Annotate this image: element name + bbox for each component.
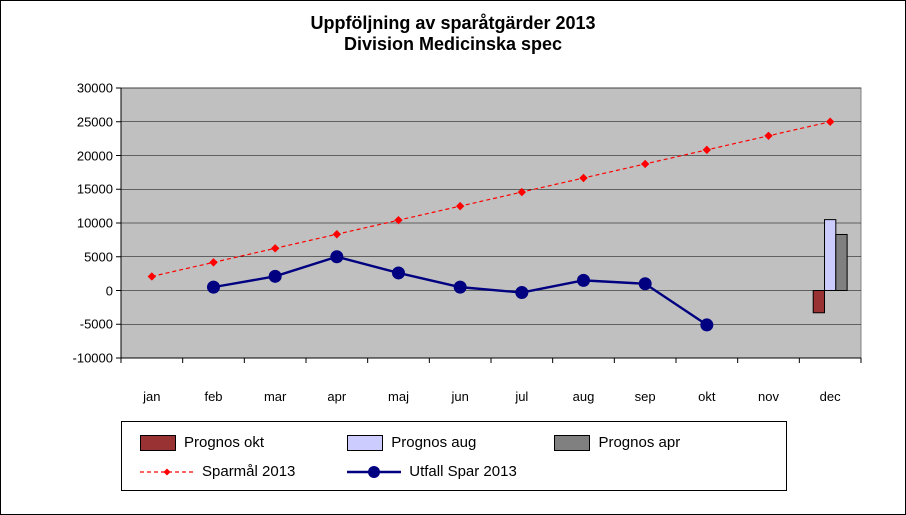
- legend-label: Prognos okt: [184, 434, 264, 451]
- x-tick-label: mar: [255, 389, 295, 404]
- x-tick-label: dec: [810, 389, 850, 404]
- chart-title-line1: Uppföljning av sparåtgärder 2013: [1, 13, 905, 34]
- marker-utfall: [639, 278, 651, 290]
- legend-swatch-icon: [347, 465, 401, 479]
- legend-swatch-icon: [140, 435, 176, 451]
- chart-container: Uppföljning av sparåtgärder 2013 Divisio…: [0, 0, 906, 515]
- legend: Prognos okt Prognos aug Prognos apr Sparmål…: [121, 421, 787, 491]
- legend-swatch-icon: [347, 435, 383, 451]
- x-tick-label: feb: [194, 389, 234, 404]
- legend-label: Utfall Spar 2013: [409, 463, 517, 480]
- y-tick-label: 0: [43, 283, 113, 298]
- plot-area-wrapper: -10000-500005000100001500020000250003000…: [51, 83, 871, 383]
- x-tick-label: jan: [132, 389, 172, 404]
- bar-prognos_aug: [825, 220, 836, 291]
- marker-utfall: [516, 287, 528, 299]
- chart-title-line2: Division Medicinska spec: [1, 34, 905, 55]
- y-tick-label: -10000: [43, 351, 113, 366]
- plot-svg: [51, 83, 871, 383]
- x-tick-label: maj: [379, 389, 419, 404]
- legend-item-prognos_okt: Prognos okt: [140, 428, 347, 457]
- legend-swatch-icon: [554, 435, 590, 451]
- marker-utfall: [578, 274, 590, 286]
- x-tick-label: sep: [625, 389, 665, 404]
- y-tick-label: 5000: [43, 249, 113, 264]
- marker-utfall: [393, 267, 405, 279]
- y-tick-label: 15000: [43, 182, 113, 197]
- y-tick-label: 25000: [43, 114, 113, 129]
- marker-utfall: [208, 281, 220, 293]
- legend-item-prognos_aug: Prognos aug: [347, 428, 554, 457]
- marker-utfall: [331, 251, 343, 263]
- x-tick-label: aug: [564, 389, 604, 404]
- legend-label: Prognos aug: [391, 434, 476, 451]
- marker-utfall: [269, 270, 281, 282]
- bar-prognos_okt: [813, 291, 824, 313]
- x-tick-label: apr: [317, 389, 357, 404]
- x-tick-label: jun: [440, 389, 480, 404]
- legend-item-sparmal: Sparmål 2013: [140, 457, 347, 486]
- legend-swatch-icon: [140, 465, 194, 479]
- legend-item-prognos_apr: Prognos apr: [554, 428, 761, 457]
- chart-title: Uppföljning av sparåtgärder 2013 Divisio…: [1, 13, 905, 55]
- legend-label: Sparmål 2013: [202, 463, 295, 480]
- legend-label: Prognos apr: [598, 434, 680, 451]
- y-tick-label: 10000: [43, 216, 113, 231]
- x-tick-label: nov: [749, 389, 789, 404]
- y-tick-label: 20000: [43, 148, 113, 163]
- x-tick-label: jul: [502, 389, 542, 404]
- bar-prognos_apr: [836, 234, 847, 290]
- legend-item-utfall: Utfall Spar 2013: [347, 457, 554, 486]
- x-tick-label: okt: [687, 389, 727, 404]
- y-tick-label: -5000: [43, 317, 113, 332]
- y-tick-label: 30000: [43, 81, 113, 96]
- marker-utfall: [454, 281, 466, 293]
- marker-utfall: [701, 319, 713, 331]
